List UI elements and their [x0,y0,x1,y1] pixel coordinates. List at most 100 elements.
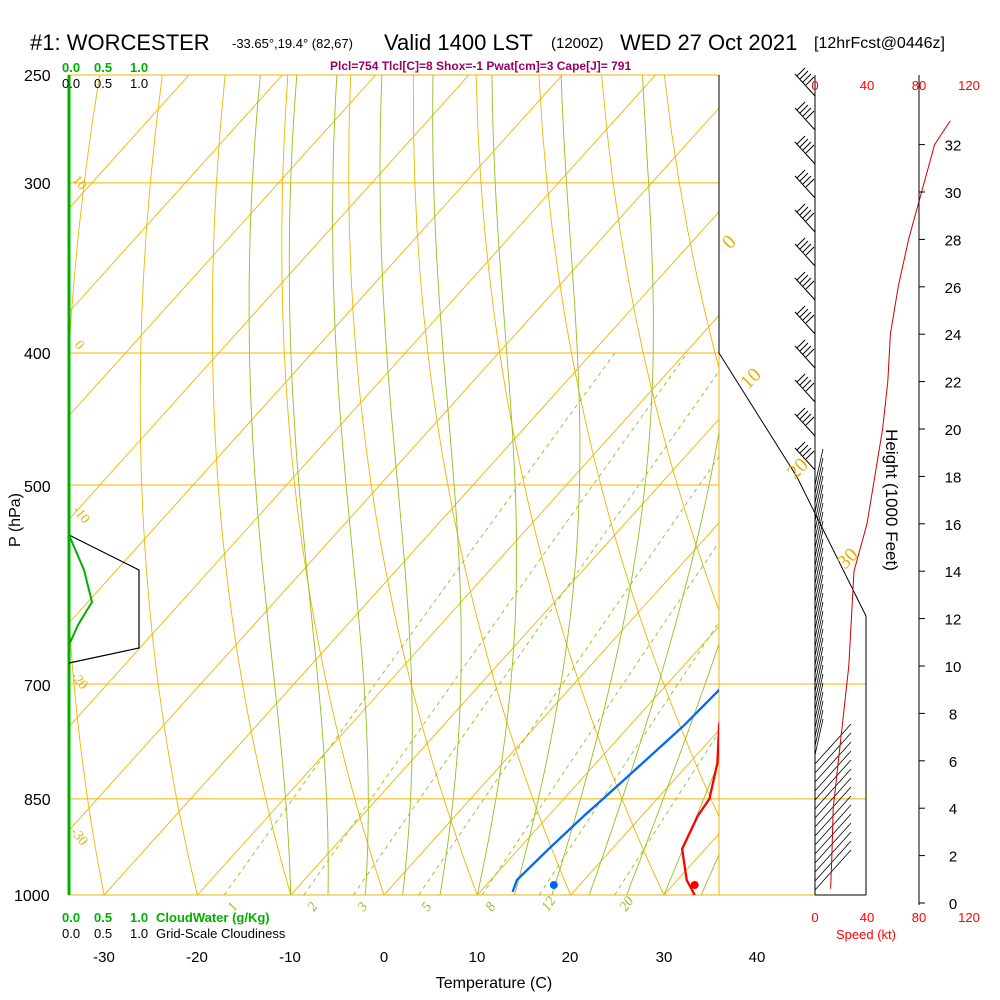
wind-barb-feather [802,413,812,423]
mixing-ratio-line [223,352,616,895]
spd-bot-0: 0 [811,910,818,925]
valid-time: Valid 1400 LST [384,30,533,55]
wind-barb-feather [802,345,812,355]
surface-temp-dot [690,881,699,889]
dry-adiabat [348,75,478,895]
wind-barb [814,759,852,801]
spd-bot-80: 80 [912,910,926,925]
mixing-ratio-line [481,541,719,895]
isotherm [757,75,1000,895]
wind-barb [814,601,824,639]
wind-barb [814,723,852,765]
wind-barb [794,413,816,437]
station-coords: -33.65°,19.4° (82,67) [232,36,353,51]
mixing-ratio-line [538,621,719,895]
spd-top-0: 0 [811,78,818,93]
wind-barb-feather [805,314,815,324]
cloud-scale-bottom: 0.0 0.5 1.0 CloudWater (g/Kg) 0.0 0.5 1.… [62,910,286,941]
mixing-ratio-line [418,455,719,895]
cloud-scale-top: 0.0 0.5 1.0 0.0 0.5 1.0 [62,60,148,91]
wind-barb [814,493,824,531]
wind-barb [794,141,816,165]
height-tick-0: 0 [949,896,957,913]
dry-adiabat-label: 0 [71,338,87,353]
isobars [69,74,866,896]
wind-barb [814,718,824,756]
isotherm [69,75,283,313]
isotherm [69,75,376,417]
wind-barb-feather [796,169,806,179]
moist-adiabat [248,75,292,895]
p-tick-400: 400 [24,346,51,363]
wind-barb-feather [805,178,815,188]
cw-bot-2: 1.0 [130,910,148,925]
height-tick-18: 18 [945,469,962,486]
p-tick-300: 300 [24,176,51,193]
wind-barb [814,822,852,864]
wind-barb [814,691,824,729]
wind-barb [814,610,824,648]
wind-barb-feather [802,243,812,253]
wind-barb [814,664,824,702]
dry-adiabat [412,75,572,895]
cloudwater-label: CloudWater (g/Kg) [156,910,270,925]
mixing-ratio-label: 12 [539,894,559,914]
wind-barb [814,592,824,630]
mixing-ratio-label: 2 [305,900,321,914]
wind-barb [814,655,824,693]
wind-barb-feather [796,373,806,383]
wind-barb [814,466,824,504]
forecast-hour: [12hrFcst@0446z] [814,35,945,52]
t-tick-m20: -20 [186,949,208,966]
moist-adiabat [626,642,719,895]
height-tick-28: 28 [945,232,962,249]
wind-barb-feather [799,172,809,182]
wind-barb [814,700,824,738]
gridscale-label: Grid-Scale Cloudiness [156,926,286,941]
height-tick-32: 32 [945,138,962,155]
isotherm-label: 30 [833,544,863,574]
p-tick-1000: 1000 [14,888,50,905]
wind-barb [814,484,824,522]
wind-barb-feather [799,240,809,250]
wind-barb [814,475,824,513]
wind-barb [814,556,824,594]
moist-adiabat [288,75,329,895]
wind-barb [814,849,852,891]
valid-date: WED 27 Oct 2021 [620,30,797,55]
dry-adiabat-label: -10 [69,503,92,527]
height-tick-30: 30 [945,185,962,202]
gs-top-0: 0.0 [62,76,80,91]
wind-barb-feather [799,308,809,318]
wind-barb-feather [802,209,812,219]
mixing-ratio-label: 8 [483,900,499,914]
isotherm-label: 10 [736,364,766,394]
station-title: #1: WORCESTER [30,30,210,55]
cw-bot-1: 0.5 [94,910,112,925]
wind-barb [814,840,852,882]
wind-barb [814,673,824,711]
t-tick-0: 0 [380,949,388,966]
wind-barb [814,565,824,603]
background-lines [69,75,1000,895]
mixing-ratio-label: 20 [617,894,637,914]
wind-barb-feather [796,237,806,247]
wind-barb [814,520,824,558]
wind-barb [814,574,824,612]
t-tick-m10: -10 [279,949,301,966]
moist-adiabat [514,75,581,895]
gs-top-2: 1.0 [130,76,148,91]
height-tick-10: 10 [945,659,962,676]
wind-barb-feather [796,101,806,111]
wind-barb [814,538,824,576]
wind-barb [794,345,816,369]
wind-barb-feather [799,138,809,148]
gs-bot-1: 0.5 [94,926,112,941]
wind-barb [814,502,824,540]
speed-ticks-bottom: 0 40 80 120 [811,910,979,925]
t-tick-20: 20 [562,949,579,966]
wind-barb-feather [805,144,815,154]
dewpoint-line [511,688,719,893]
height-tick-26: 26 [945,280,962,297]
gs-bot-2: 1.0 [130,926,148,941]
